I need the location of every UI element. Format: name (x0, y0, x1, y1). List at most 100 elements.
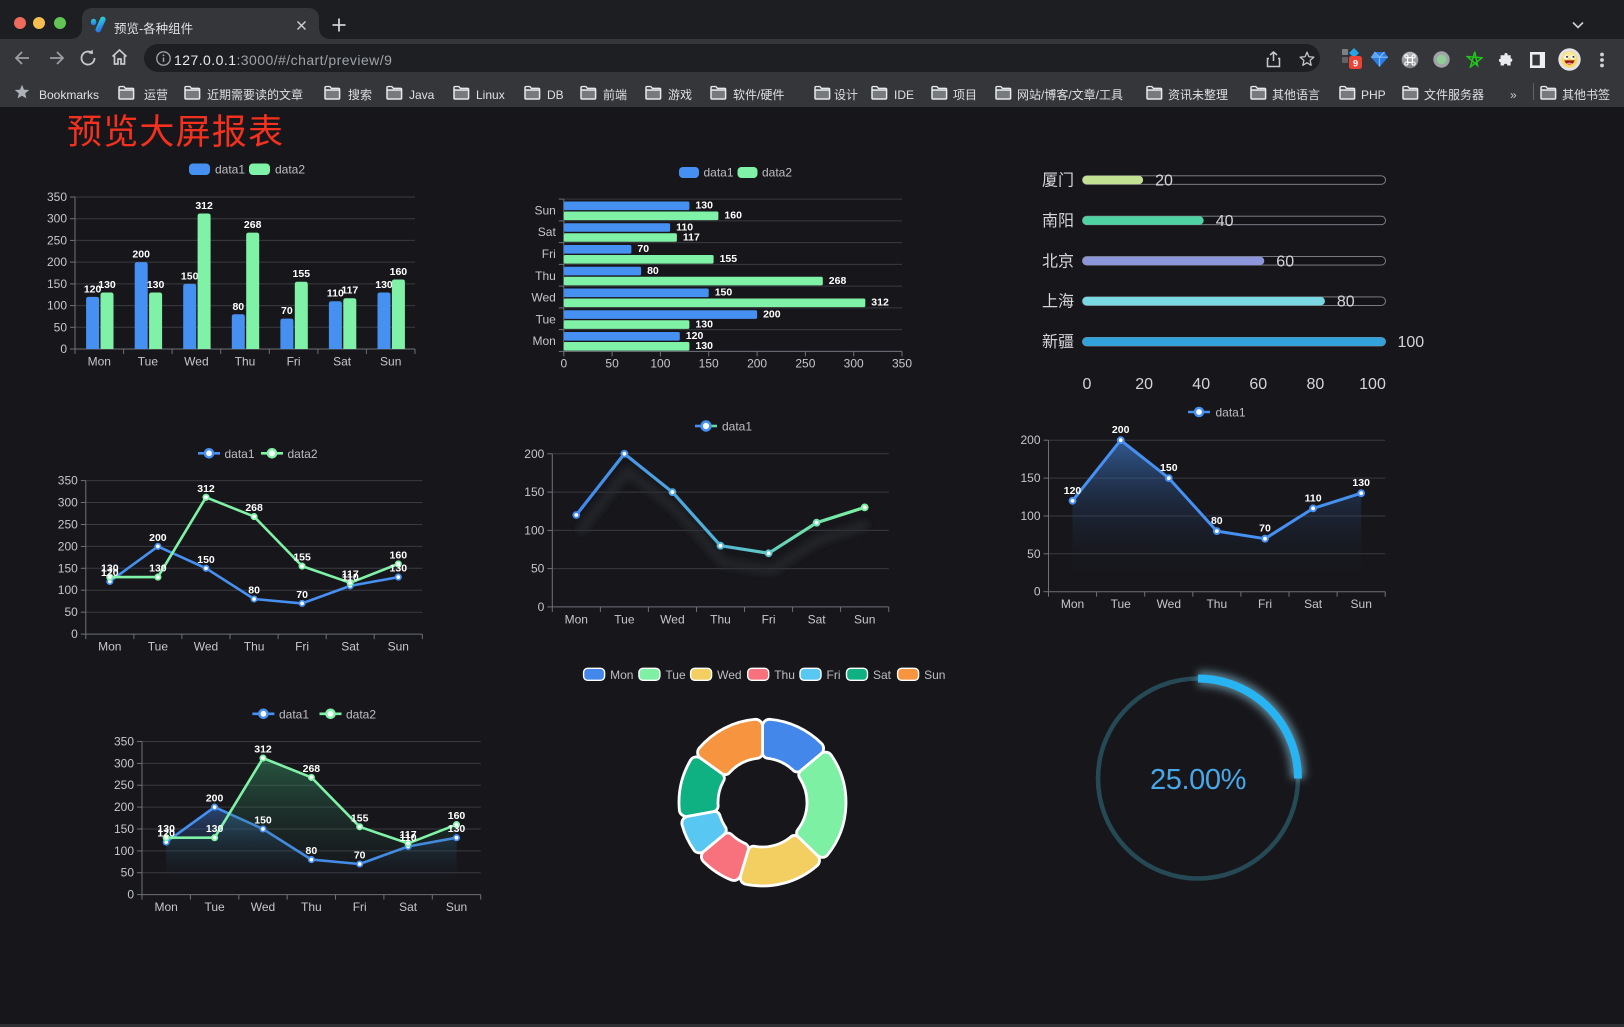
svg-text:0: 0 (1083, 370, 1092, 394)
svg-text:Fri: Fri (353, 898, 367, 915)
svg-text:40: 40 (1216, 207, 1234, 231)
svg-text:Sun: Sun (380, 353, 401, 370)
svg-text:130: 130 (695, 198, 713, 213)
svg-text:130: 130 (695, 338, 713, 353)
svg-text:200: 200 (1020, 431, 1040, 448)
svg-text:130: 130 (147, 277, 165, 292)
svg-text:110: 110 (327, 286, 344, 301)
svg-text:100: 100 (114, 842, 134, 859)
svg-text:130: 130 (375, 277, 393, 292)
svg-text:350: 350 (58, 472, 78, 489)
svg-text:50: 50 (531, 560, 545, 577)
svg-text:268: 268 (244, 217, 262, 232)
svg-text:268: 268 (829, 273, 847, 288)
svg-text:Sun: Sun (854, 610, 875, 627)
svg-text:data1: data1 (279, 705, 309, 722)
svg-text:Sat: Sat (808, 610, 827, 627)
svg-text:350: 350 (892, 354, 912, 371)
svg-text:Tue: Tue (1111, 595, 1132, 612)
svg-text:150: 150 (197, 552, 215, 567)
svg-text:Sat: Sat (399, 898, 418, 915)
svg-text:data2: data2 (288, 445, 318, 462)
svg-text:Sun: Sun (388, 638, 409, 655)
svg-text:80: 80 (647, 263, 659, 278)
svg-text:160: 160 (724, 208, 742, 223)
svg-text:0: 0 (1034, 583, 1041, 600)
svg-text:Sat: Sat (341, 638, 360, 655)
svg-text:70: 70 (354, 848, 366, 863)
svg-text:Mon: Mon (565, 610, 588, 627)
svg-text:25.00%: 25.00% (1150, 756, 1246, 798)
svg-text:312: 312 (871, 295, 889, 310)
svg-text:150: 150 (1160, 460, 1178, 475)
svg-text:120: 120 (84, 281, 102, 296)
svg-text:250: 250 (47, 231, 67, 248)
svg-text:20: 20 (1155, 167, 1173, 191)
svg-text:150: 150 (715, 285, 733, 300)
svg-text:200: 200 (58, 537, 78, 554)
svg-text:0: 0 (538, 598, 545, 615)
svg-text:Fri: Fri (542, 245, 556, 262)
svg-text:南阳: 南阳 (1042, 207, 1074, 231)
svg-text:110: 110 (676, 219, 693, 234)
svg-text:Tue: Tue (138, 353, 159, 370)
svg-text:Tue: Tue (536, 310, 557, 327)
svg-text:Fri: Fri (827, 666, 841, 683)
svg-text:data2: data2 (346, 705, 376, 722)
svg-text:300: 300 (114, 754, 134, 771)
svg-text:Mon: Mon (532, 332, 555, 349)
svg-text:80: 80 (1337, 288, 1355, 312)
svg-text:Mon: Mon (98, 638, 121, 655)
svg-text:50: 50 (54, 318, 68, 335)
svg-text:150: 150 (254, 813, 272, 828)
svg-text:100: 100 (1398, 328, 1425, 352)
svg-text:北京: 北京 (1042, 247, 1074, 271)
svg-text:150: 150 (1020, 469, 1040, 486)
svg-text:Fri: Fri (762, 610, 776, 627)
svg-text:Wed: Wed (660, 610, 684, 627)
svg-text:100: 100 (1359, 370, 1386, 394)
svg-text:350: 350 (114, 733, 134, 750)
svg-text:Mon: Mon (88, 353, 111, 370)
svg-text:80: 80 (1211, 513, 1223, 528)
svg-text:上海: 上海 (1042, 288, 1074, 312)
svg-text:200: 200 (114, 798, 134, 815)
svg-text:200: 200 (1112, 422, 1130, 437)
svg-text:120: 120 (157, 826, 175, 841)
svg-text:130: 130 (98, 277, 116, 292)
svg-text:155: 155 (720, 251, 738, 266)
svg-text:200: 200 (47, 253, 67, 270)
svg-text:data1: data1 (1216, 404, 1246, 421)
svg-text:Sat: Sat (333, 353, 352, 370)
svg-text:312: 312 (197, 481, 215, 496)
svg-text:110: 110 (342, 569, 359, 584)
svg-text:Sun: Sun (534, 202, 555, 219)
svg-text:200: 200 (149, 530, 167, 545)
svg-text:Sat: Sat (873, 666, 892, 683)
svg-text:50: 50 (605, 354, 619, 371)
svg-text:155: 155 (293, 550, 311, 565)
svg-text:130: 130 (206, 821, 224, 836)
svg-text:110: 110 (1305, 490, 1322, 505)
svg-text:117: 117 (342, 566, 359, 581)
svg-text:Mon: Mon (610, 666, 633, 683)
svg-text:120: 120 (1064, 483, 1082, 498)
svg-text:Sun: Sun (924, 666, 945, 683)
svg-text:117: 117 (683, 229, 700, 244)
svg-text:130: 130 (101, 561, 119, 576)
svg-text:155: 155 (351, 810, 369, 825)
svg-text:300: 300 (58, 494, 78, 511)
svg-text:Thu: Thu (535, 267, 556, 284)
svg-text:data1: data1 (722, 418, 752, 435)
svg-text:Tue: Tue (665, 666, 686, 683)
svg-text:70: 70 (296, 587, 308, 602)
svg-text:Thu: Thu (244, 638, 265, 655)
svg-text:Thu: Thu (235, 353, 256, 370)
svg-text:70: 70 (637, 241, 649, 256)
svg-text:Wed: Wed (531, 289, 555, 306)
svg-text:268: 268 (303, 761, 321, 776)
svg-text:250: 250 (58, 516, 78, 533)
svg-text:Sun: Sun (446, 898, 467, 915)
svg-text:100: 100 (47, 297, 67, 314)
svg-text:60: 60 (1276, 247, 1294, 271)
